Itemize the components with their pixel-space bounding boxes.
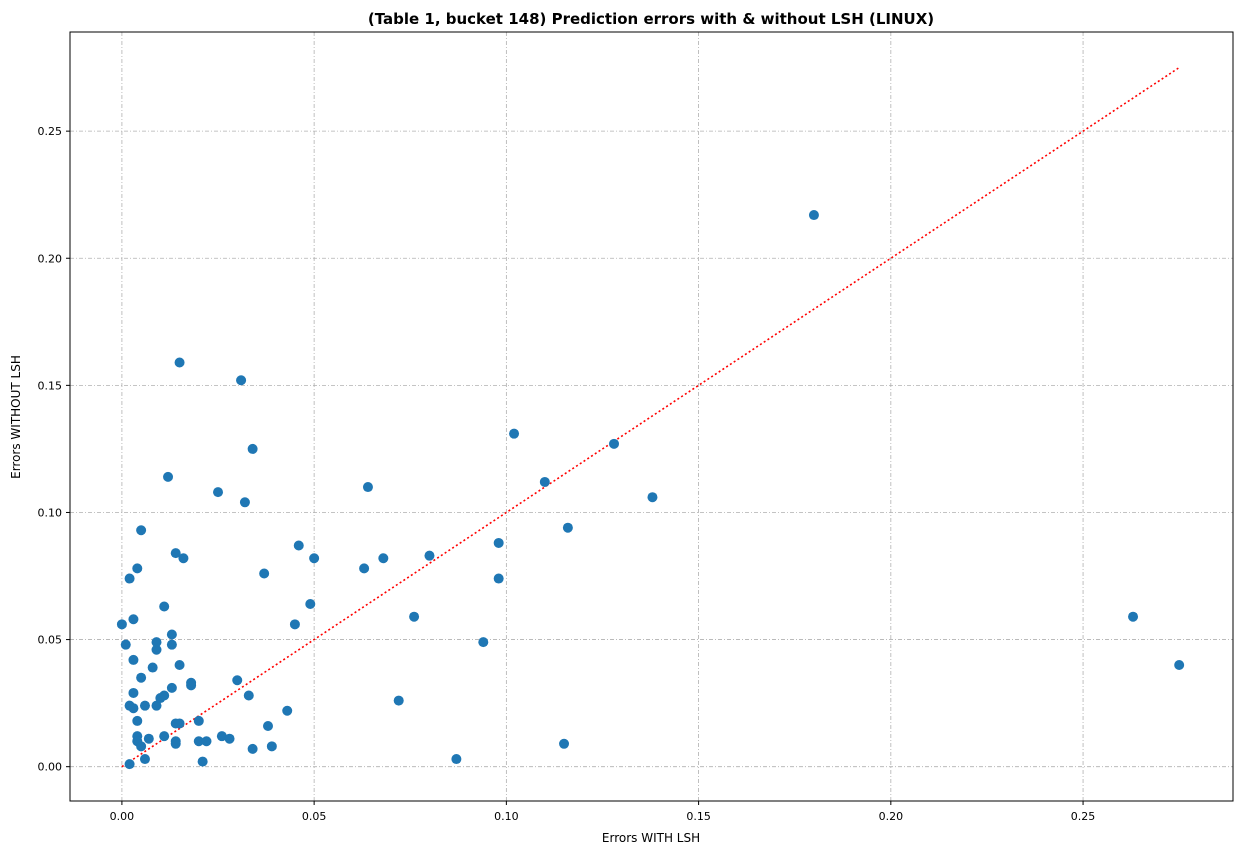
plot-frame (69, 31, 1234, 802)
scatter-point (359, 563, 370, 574)
scatter-point (247, 443, 258, 454)
scatter-point (151, 700, 162, 711)
scatter-point (424, 550, 435, 561)
scatter-point (1174, 659, 1185, 670)
scatter-point (232, 675, 243, 686)
scatter-point (1128, 611, 1139, 622)
x-tick-label: 0.15 (686, 810, 711, 823)
scatter-point (120, 639, 131, 650)
y-tick-label: 0.00 (38, 761, 63, 774)
scatter-point (132, 563, 143, 574)
scatter-point (151, 644, 162, 655)
scatter-point (293, 540, 304, 551)
scatter-point (116, 619, 127, 630)
scatter-point (259, 568, 270, 579)
scatter-point (147, 662, 158, 673)
x-axis-ticks: 0.00 0.05 0.10 0.15 0.20 0.25 (110, 801, 1096, 823)
scatter-point (132, 715, 143, 726)
y-axis-ticks: 0.00 0.05 0.10 0.15 0.20 0.25 (38, 125, 70, 774)
scatter-point (128, 687, 139, 698)
scatter-point (451, 754, 462, 765)
scatter-point (309, 553, 320, 564)
scatter-point (282, 705, 293, 716)
scatter-point (213, 487, 224, 498)
scatter-point (243, 690, 254, 701)
reference-line (121, 66, 1180, 768)
scatter-point (224, 733, 235, 744)
scatter-point (562, 522, 573, 533)
scatter-point (170, 548, 181, 559)
scatter-point (559, 738, 570, 749)
scatter-point (139, 700, 150, 711)
scatter-point (159, 690, 170, 701)
scatter-point (174, 718, 185, 729)
scatter-point (197, 756, 208, 767)
scatter-point (139, 754, 150, 765)
scatter-point (170, 738, 181, 749)
y-tick-label: 0.10 (38, 506, 63, 519)
y-axis-label: Errors WITHOUT LSH (9, 355, 23, 479)
scatter-point (124, 573, 135, 584)
scatter-point (239, 497, 250, 508)
x-tick-label: 0.10 (494, 810, 519, 823)
chart-title: (Table 1, bucket 148) Prediction errors … (368, 10, 934, 28)
scatter-point (159, 731, 170, 742)
y-tick-label: 0.20 (38, 252, 63, 265)
scatter-point (216, 731, 227, 742)
scatter-point (493, 537, 504, 548)
scatter-point (247, 743, 258, 754)
scatter-point (136, 525, 147, 536)
x-tick-label: 0.25 (1071, 810, 1096, 823)
x-tick-label: 0.05 (302, 810, 327, 823)
scatter-point (186, 677, 197, 688)
scatter-point (493, 573, 504, 584)
scatter-point (151, 637, 162, 648)
scatter-point (201, 736, 212, 747)
x-tick-label: 0.00 (110, 810, 135, 823)
scatter-point (378, 553, 389, 564)
scatter-point (262, 721, 273, 732)
x-tick-label: 0.20 (879, 810, 904, 823)
scatter-point (166, 639, 177, 650)
scatter-point (305, 598, 316, 609)
scatter-point (808, 210, 819, 221)
scatter-point (166, 682, 177, 693)
data-points (116, 210, 1185, 770)
scatter-point (174, 659, 185, 670)
scatter-point (128, 614, 139, 625)
reference-line-layer (121, 66, 1180, 768)
scatter-point (509, 428, 520, 439)
scatter-point (143, 733, 154, 744)
scatter-point (128, 654, 139, 665)
y-tick-label: 0.15 (38, 379, 63, 392)
grid-lines (70, 32, 1233, 801)
scatter-point (393, 695, 404, 706)
scatter-point (178, 553, 189, 564)
scatter-point (409, 611, 420, 622)
scatter-point (166, 629, 177, 640)
scatter-point (128, 703, 139, 714)
scatter-point (124, 759, 135, 770)
x-axis-label: Errors WITH LSH (602, 831, 700, 845)
scatter-point (193, 736, 204, 747)
scatter-point (647, 492, 658, 503)
scatter-point (136, 741, 147, 752)
scatter-point (478, 637, 489, 648)
scatter-point (609, 438, 620, 449)
scatter-point (289, 619, 300, 630)
y-tick-label: 0.05 (38, 634, 63, 647)
scatter-point (136, 672, 147, 683)
y-tick-label: 0.25 (38, 125, 63, 138)
scatter-point (539, 476, 550, 487)
scatter-point (159, 601, 170, 612)
scatter-point (163, 471, 174, 482)
scatter-point (266, 741, 277, 752)
scatter-point (236, 375, 247, 386)
scatter-point (362, 482, 373, 493)
scatter-point (193, 715, 204, 726)
scatter-point (174, 357, 185, 368)
